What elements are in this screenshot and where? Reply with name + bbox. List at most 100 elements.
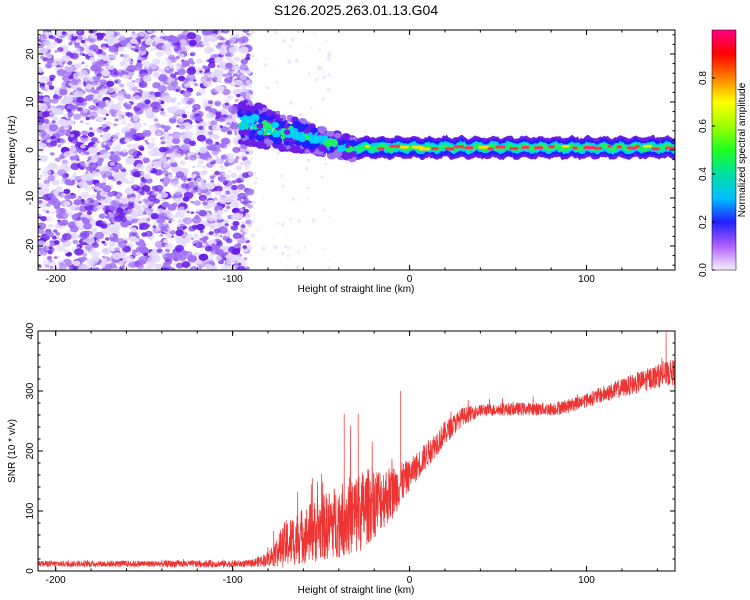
snr-x-tick-label: -100 [223,575,243,586]
heatmap-noise-cell [53,204,61,210]
heatmap-transition-cell [349,139,357,146]
heatmap-noise-cell [115,132,120,136]
heatmap-noise-cell [86,210,92,215]
heatmap-noise-cell [155,227,161,232]
heatmap-noise-cell [47,162,58,171]
heatmap-noise-cell [173,215,178,219]
heatmap-noise-cell [170,180,180,188]
heatmap-noise-cell [152,72,161,78]
heatmap-transition-cell [284,129,291,135]
heatmap-transition-cell [292,134,297,138]
heatmap-signal-peak [365,144,370,148]
heatmap-transition-cell [329,148,335,153]
heatmap-noise-cell [98,88,108,95]
heatmap-noise-cell [124,131,132,137]
heatmap-noise-cell [191,189,197,194]
heatmap-noise-cell [132,45,136,49]
heatmap-faint-cell [294,58,299,63]
heatmap-signal-peak [607,144,613,148]
heatmap-noise-cell [160,90,164,94]
heatmap-noise-cell [198,183,208,190]
heatmap-noise-cell [178,240,183,244]
heatmap-noise-cell [242,172,250,179]
heatmap-transition-cell [240,134,245,139]
heatmap-noise-cell [233,56,240,62]
heatmap-noise-cell [162,50,167,54]
heatmap-noise-cell [239,208,245,212]
heatmap-noise-cell [225,154,230,157]
heatmap-noise-cell [208,100,214,105]
heatmap-faint-cell [240,35,244,38]
heatmap-noise-cell [88,37,96,44]
heatmap-noise-cell [248,200,252,204]
heatmap-noise-cell [172,116,177,120]
heatmap-noise-cell [69,225,79,233]
heatmap-noise-cell [123,53,130,59]
heatmap-faint-cell [274,67,276,70]
heatmap-noise-cell [174,144,180,150]
heatmap-noise-cell [104,99,110,104]
heatmap-faint-cell [262,198,264,200]
heatmap-transition-cell [272,136,283,145]
heatmap-noise-cell [61,81,70,88]
heatmap-faint-cell [322,75,326,80]
heatmap-transition-cell [304,149,310,154]
heatmap-noise-cell [132,133,142,141]
heatmap-transition-cell [262,143,267,148]
heatmap-faint-cell [322,248,325,251]
heatmap-noise-cell [200,232,205,236]
heatmap-noise-cell [192,115,196,119]
heatmap-faint-cell [306,158,311,163]
heatmap-transition-cell [256,123,264,129]
heatmap-noise-cell [50,152,55,156]
heatmap-signal-peak [431,147,439,151]
heatmap-noise-cell [195,45,200,48]
heatmap-noise-cell [149,236,154,240]
heatmap-signal-peak [487,147,494,151]
heatmap-noise-cell [168,256,174,261]
heatmap-noise-cell [47,232,55,238]
heatmap-noise-cell [47,192,54,198]
heatmap-noise-cell [117,172,126,179]
heatmap-noise-cell [105,215,110,219]
heatmap-noise-cell [132,184,138,189]
heatmap-noise-cell [218,250,222,254]
heatmap-noise-cell [56,69,66,77]
heatmap-noise-cell [211,244,220,252]
heatmap-noise-cell [67,111,74,117]
heatmap-noise-cell [186,105,190,109]
heatmap-noise-cell [172,100,176,103]
heatmap-noise-cell [179,134,185,139]
heatmap-noise-cell [234,132,238,136]
snr-x-tick-label: 100 [578,575,595,586]
heatmap-noise-cell [76,96,85,103]
heatmap-noise-cell [210,30,219,34]
heatmap-noise-cell [124,104,132,110]
heatmap-noise-cell [240,148,245,153]
heatmap-noise-cell [207,265,217,270]
heatmap-noise-cell [230,225,239,231]
heatmap-noise-cell [112,145,122,152]
heatmap-transition-cell [323,139,333,147]
heatmap-noise-cell [207,62,216,69]
heatmap-faint-cell [313,119,316,122]
heatmap-noise-cell [116,195,121,199]
heatmap-noise-cell [205,112,215,119]
heatmap-noise-cell [48,35,54,39]
heatmap-noise-cell [38,200,43,204]
heatmap-y-tick-label: 10 [25,96,36,108]
heatmap-noise-cell [138,255,148,264]
snr-y-tick-label: 400 [25,322,36,339]
heatmap-noise-cell [186,178,191,182]
heatmap-noise-cell [66,109,72,113]
heatmap-noise-cell [128,71,135,77]
heatmap-noise-cell [56,32,62,37]
heatmap-noise-cell [134,48,139,53]
heatmap-noise-cell [47,250,53,255]
heatmap-noise-cell [232,70,237,75]
heatmap-noise-cell [224,102,229,106]
heatmap-noise-cell [208,231,214,236]
heatmap-noise-cell [103,152,111,158]
heatmap-noise-cell [215,44,222,49]
heatmap-faint-cell [326,87,331,92]
